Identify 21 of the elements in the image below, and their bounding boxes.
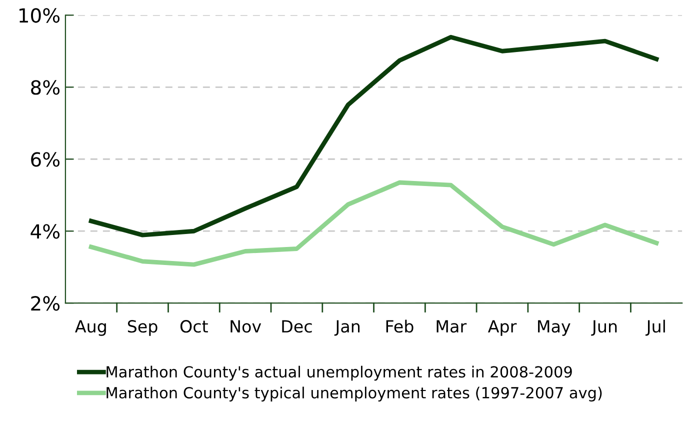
y-tick-label: 6% (31, 152, 60, 167)
x-tick-label: Sep (128, 320, 158, 336)
x-tick-label: Jul (646, 320, 665, 336)
x-tick-label: Jun (591, 320, 617, 336)
x-tick-label: Oct (180, 320, 208, 333)
x-tick-label: Jan (334, 320, 360, 336)
y-tick-label: 8% (31, 80, 60, 95)
x-tick-label: May (538, 320, 570, 336)
x-tick-label: Dec (282, 320, 312, 333)
x-tick-label: Apr (488, 320, 517, 336)
x-tick-label: Feb (386, 320, 414, 333)
legend-label: Marathon County's typical unemployment rates (1997-2007 avg) (106, 386, 602, 402)
line-series (88, 34, 659, 238)
y-tick-label: 2% (31, 296, 60, 311)
x-tick-label: Aug (75, 320, 106, 336)
legend-label: Marathon County's actual unemployment rates in 2008-2009 (106, 366, 572, 381)
x-tick-label: Nov (230, 320, 262, 333)
line-series (88, 180, 659, 267)
y-tick-label: 4% (30, 224, 60, 239)
x-tick-label: Mar (436, 320, 467, 333)
y-tick-label: 10% (20, 8, 60, 23)
